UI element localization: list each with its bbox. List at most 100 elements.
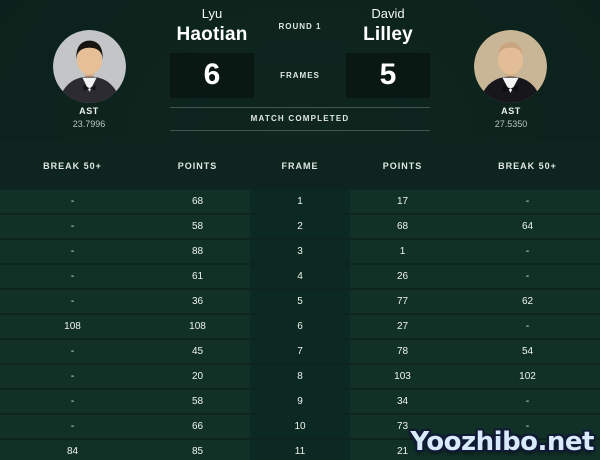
score-cell: - <box>455 190 600 213</box>
table-row: -68 1 17- <box>0 190 600 213</box>
score-cell: 103 <box>350 365 455 388</box>
player-right-avatar-image <box>474 30 547 103</box>
frame-number-cell: 9 <box>250 390 350 413</box>
column-header-break50-left: BREAK 50+ <box>43 160 102 171</box>
table-row: 108 108 6 27- <box>0 315 600 338</box>
score-cell: 54 <box>455 340 600 363</box>
ast-value: 27.5350 <box>494 118 528 129</box>
score-cell: 78 <box>350 340 455 363</box>
player-left-frames-score: 6 <box>170 52 254 98</box>
table-row: -66 10 73- <box>0 415 600 438</box>
score-cell: 108 <box>145 315 250 338</box>
score-cell: 20 <box>145 365 250 388</box>
frame-number-cell: 6 <box>250 315 350 338</box>
score-cell: - <box>0 240 145 263</box>
round-label: ROUND 1 <box>278 22 322 32</box>
player-left-avatar-image <box>53 30 126 103</box>
score-cell: 36 <box>145 290 250 313</box>
player-right-name: David Lilley <box>346 6 430 48</box>
player-left-name: Lyu Haotian <box>170 6 254 48</box>
match-status: MATCH COMPLETED <box>170 106 430 131</box>
column-header-points-left: POINTS <box>177 160 218 171</box>
score-cell: - <box>455 415 600 438</box>
frame-number-cell: 4 <box>250 265 350 288</box>
ast-label: AST <box>501 106 521 116</box>
frame-number-cell: 11 <box>250 440 350 460</box>
frames-score-row: 6 FRAMES 5 <box>170 52 430 98</box>
score-cell: 66 <box>145 415 250 438</box>
score-cell: - <box>455 390 600 413</box>
frame-number-cell: 10 <box>250 415 350 438</box>
player-names-row: Lyu Haotian ROUND 1 David Lilley <box>170 6 430 48</box>
score-cell: 62 <box>455 290 600 313</box>
score-cell: 85 <box>145 440 250 460</box>
score-cell: - <box>0 340 145 363</box>
table-row: -58 9 34- <box>0 390 600 413</box>
score-cell: - <box>0 365 145 388</box>
player-right-frames-score: 5 <box>346 52 430 98</box>
column-header-points-right: POINTS <box>382 160 423 171</box>
player-left-last-name: Haotian <box>176 23 248 45</box>
score-cell: 1 <box>350 240 455 263</box>
score-cell: 27 <box>350 315 455 338</box>
score-cell: 61 <box>145 265 250 288</box>
score-cell: 21 <box>350 440 455 460</box>
table-row: -20 8 103 102 <box>0 365 600 388</box>
frames-table-body: -68 1 17- -58 2 68 64-88 3 1- -61 4 26- -36 5 77 62 108 1… <box>0 190 600 460</box>
frame-number-cell: 7 <box>250 340 350 363</box>
score-cell: 45 <box>145 340 250 363</box>
score-cell: 26 <box>350 265 455 288</box>
column-header-frame: FRAME <box>281 160 319 171</box>
player-right-last-name: Lilley <box>363 23 413 45</box>
score-cell: 88 <box>145 240 250 263</box>
frame-number-cell: 3 <box>250 240 350 263</box>
frame-number-cell: 8 <box>250 365 350 388</box>
score-cell: 68 <box>350 215 455 238</box>
score-cell: - <box>0 215 145 238</box>
frames-table: BREAK 50+ POINTS FRAME POINTS BREAK 50+ … <box>0 141 600 460</box>
player-left-avatar <box>53 30 126 103</box>
score-cell: - <box>455 315 600 338</box>
frame-number-cell: 5 <box>250 290 350 313</box>
table-row: -45 7 78 54 <box>0 340 600 363</box>
table-row: 84 85 11 21- <box>0 440 600 460</box>
score-cell: - <box>0 265 145 288</box>
player-right-first-name: David <box>371 6 405 21</box>
frames-label: FRAMES <box>280 70 320 80</box>
score-cell: - <box>0 415 145 438</box>
score-cell: 34 <box>350 390 455 413</box>
frame-number-cell: 2 <box>250 215 350 238</box>
score-cell: - <box>455 440 600 460</box>
score-cell: 73 <box>350 415 455 438</box>
score-cell: - <box>455 265 600 288</box>
match-header: Lyu Haotian ROUND 1 David Lilley 6 FRAME… <box>170 6 430 131</box>
score-cell: 102 <box>455 365 600 388</box>
table-row: -88 3 1- <box>0 240 600 263</box>
table-row: -61 4 26- <box>0 265 600 288</box>
score-cell: - <box>0 390 145 413</box>
score-cell: 68 <box>145 190 250 213</box>
watermark-logo: Yoozhibo.net <box>410 427 594 457</box>
player-left-ast: AST 23.7996 <box>39 105 139 130</box>
frames-table-header: BREAK 50+ POINTS FRAME POINTS BREAK 50+ <box>0 141 600 190</box>
score-cell: 108 <box>0 315 145 338</box>
score-cell: - <box>0 290 145 313</box>
score-cell: 64 <box>455 215 600 238</box>
score-cell: - <box>0 190 145 213</box>
score-cell: 77 <box>350 290 455 313</box>
player-right-avatar <box>474 30 547 103</box>
ast-label: AST <box>79 106 99 116</box>
score-cell: - <box>455 240 600 263</box>
score-cell: 58 <box>145 390 250 413</box>
player-left-first-name: Lyu <box>201 6 223 21</box>
frame-number-cell: 1 <box>250 190 350 213</box>
score-cell: 58 <box>145 215 250 238</box>
ast-value: 23.7996 <box>72 118 106 129</box>
player-right-ast: AST 27.5350 <box>461 105 561 130</box>
table-row: -36 5 77 62 <box>0 290 600 313</box>
score-cell: 84 <box>0 440 145 460</box>
column-header-break50-right: BREAK 50+ <box>498 160 557 171</box>
score-cell: 17 <box>350 190 455 213</box>
table-row: -58 2 68 64 <box>0 215 600 238</box>
